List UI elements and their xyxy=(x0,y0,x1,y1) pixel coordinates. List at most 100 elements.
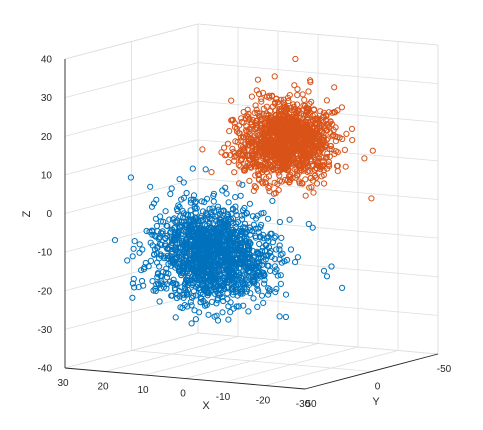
scatter-point-series-1 xyxy=(220,242,227,249)
scatter-point-series-2 xyxy=(255,144,262,151)
scatter-point-series-1 xyxy=(189,165,196,172)
scatter-point-series-1 xyxy=(213,229,220,236)
scatter-point-series-1 xyxy=(177,231,184,238)
scatter-point-series-1 xyxy=(277,272,284,279)
scatter-point-series-2 xyxy=(252,124,260,131)
scatter-point-series-1 xyxy=(247,231,254,238)
scatter-point-series-1 xyxy=(190,192,198,199)
scatter-point-series-2 xyxy=(238,115,245,122)
scatter-point-series-1 xyxy=(184,211,191,218)
scatter-point-series-1 xyxy=(230,239,237,247)
scatter-point-series-1 xyxy=(264,215,272,222)
scatter-point-series-1 xyxy=(169,216,176,223)
scatter-point-series-1 xyxy=(282,291,290,298)
scatter-point-series-1 xyxy=(153,196,160,203)
scatter-point-series-1 xyxy=(156,263,163,270)
scatter-point-series-1 xyxy=(323,273,331,280)
scatter-point-series-1 xyxy=(292,259,299,266)
scatter-point-series-2 xyxy=(236,130,243,137)
scatter-point-series-2 xyxy=(261,148,268,155)
scatter-point-series-1 xyxy=(245,242,252,249)
scatter-point-series-2 xyxy=(263,155,270,162)
scatter-point-series-1 xyxy=(207,224,215,231)
y-axis-label: Y xyxy=(372,396,380,408)
scatter-point-series-2 xyxy=(284,176,291,183)
scatter-point-series-2 xyxy=(308,98,315,105)
scatter-point-series-2 xyxy=(280,96,287,103)
scatter-point-series-1 xyxy=(147,239,154,246)
scatter-point-series-1 xyxy=(203,251,210,258)
scatter-point-series-1 xyxy=(163,274,171,281)
back-edge xyxy=(197,23,439,46)
scatter-point-series-2 xyxy=(283,154,290,162)
scatter-point-series-2 xyxy=(275,187,282,194)
scatter-point-series-1 xyxy=(216,272,223,280)
scatter-point-series-1 xyxy=(161,255,168,262)
scatter-point-series-1 xyxy=(220,282,227,289)
scatter-point-series-2 xyxy=(265,129,272,136)
scatter-point-series-1 xyxy=(239,248,246,255)
x-axis-line xyxy=(64,367,306,390)
scatter-point-series-1 xyxy=(153,250,160,257)
scatter-point-series-1 xyxy=(221,226,228,233)
scatter-point-series-1 xyxy=(211,313,218,320)
scatter-point-series-1 xyxy=(320,267,328,274)
scatter-point-series-1 xyxy=(208,298,216,305)
scatter-point-series-2 xyxy=(306,168,313,175)
scatter-point-series-1 xyxy=(214,272,221,279)
scatter-point-series-2 xyxy=(231,153,238,160)
scatter-point-series-1 xyxy=(239,281,246,288)
scatter-point-series-1 xyxy=(180,210,187,217)
z-tick-label: 20 xyxy=(41,132,53,143)
grid-line-y xyxy=(131,350,372,372)
scatter-point-series-1 xyxy=(239,181,246,188)
scatter-point-series-1 xyxy=(210,192,217,199)
scatter-point-series-2 xyxy=(310,161,317,169)
scatter-point-series-1 xyxy=(265,285,272,292)
scatter-point-series-1 xyxy=(159,228,166,235)
scatter-point-series-1 xyxy=(234,292,241,299)
scatter-point-series-1 xyxy=(207,264,214,271)
scatter-point-series-1 xyxy=(183,222,190,229)
scatter-point-series-2 xyxy=(307,156,315,163)
z-tick-label: -10 xyxy=(38,248,53,259)
scatter-point-series-1 xyxy=(279,250,286,257)
scatter-point-series-1 xyxy=(183,257,190,264)
scatter-point-series-2 xyxy=(276,156,283,163)
scatter-point-series-1 xyxy=(250,221,257,228)
scatter-point-series-1 xyxy=(191,232,198,239)
scatter-point-series-2 xyxy=(256,110,263,117)
scatter-point-series-1 xyxy=(162,208,169,215)
scatter-point-series-1 xyxy=(130,245,137,252)
scatter-point-series-1 xyxy=(248,265,255,272)
scatter-point-series-2 xyxy=(269,121,276,128)
scatter-point-series-1 xyxy=(267,247,274,254)
x-tick-label: -10 xyxy=(216,392,231,403)
scatter-point-series-1 xyxy=(214,241,222,249)
scatter-point-series-1 xyxy=(184,250,191,257)
scatter-point-series-2 xyxy=(274,130,281,137)
scatter-point-series-1 xyxy=(256,240,263,248)
grid-line-y xyxy=(197,332,439,355)
scatter-point-series-1 xyxy=(273,285,280,292)
scatter-point-series-2 xyxy=(282,138,289,145)
scatter-point-series-2 xyxy=(271,156,279,163)
scatter-point-series-2 xyxy=(238,155,246,162)
z-tick-label: -20 xyxy=(38,286,53,297)
scatter-point-series-1 xyxy=(180,179,187,186)
scatter-point-series-1 xyxy=(157,229,165,236)
scatter-point-series-1 xyxy=(260,299,267,306)
scatter-point-series-1 xyxy=(180,269,187,277)
scatter-point-series-2 xyxy=(254,76,261,83)
grid-lines xyxy=(64,23,439,390)
scatter-point-series-1 xyxy=(192,316,199,323)
scatter-point-series-1 xyxy=(184,303,191,310)
scatter-point-series-2 xyxy=(272,149,279,156)
scatter-point-series-1 xyxy=(202,166,209,173)
scatter-point-series-2 xyxy=(313,174,320,181)
scatter-point-series-1 xyxy=(187,256,194,263)
scatter-point-series-2 xyxy=(322,117,329,124)
scatter-point-series-1 xyxy=(193,215,200,222)
scatter-point-series-2 xyxy=(334,168,341,175)
